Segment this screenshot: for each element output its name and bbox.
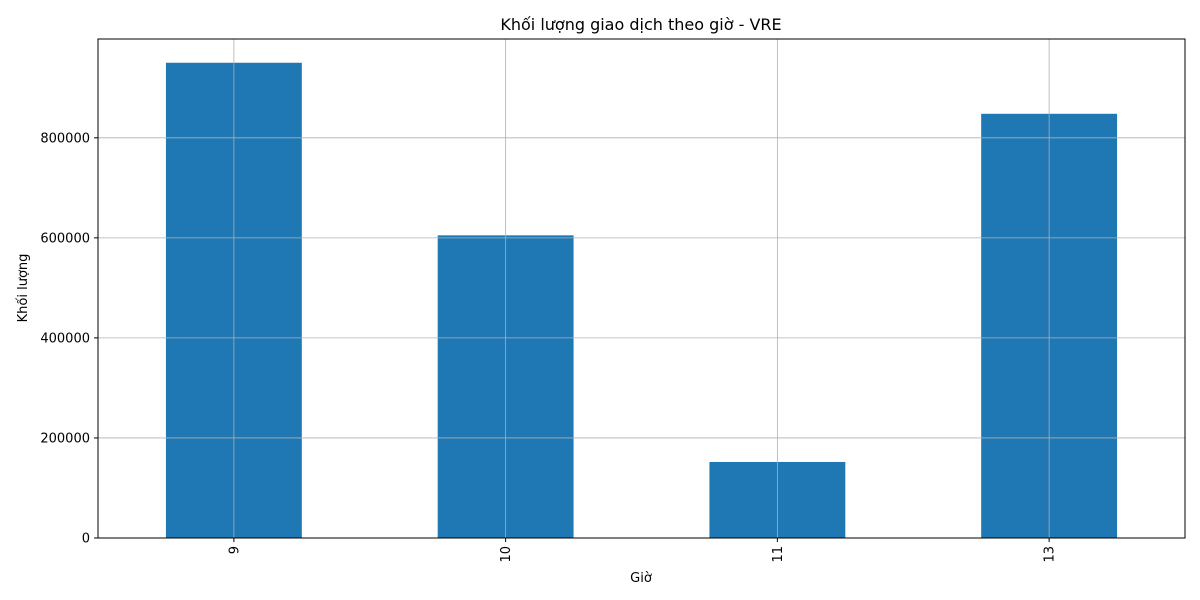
x-tick-label: 13 — [1043, 546, 1058, 563]
x-axis-label: Giờ — [630, 571, 652, 586]
plot-frame — [97, 38, 1186, 539]
x-tick-label: 10 — [499, 546, 514, 563]
y-axis-label: Khối lượng — [16, 254, 31, 323]
y-tick-label: 600000 — [40, 231, 90, 246]
chart-title: Khối lượng giao dịch theo giờ - VRE — [500, 15, 781, 34]
x-axis-ticks: 9 10 11 13 — [227, 538, 1058, 563]
y-tick-label: 400000 — [40, 331, 90, 346]
bars — [165, 62, 1118, 539]
x-tick-label: 9 — [227, 546, 242, 554]
y-axis-ticks: 0 200000 400000 600000 800000 — [40, 131, 98, 547]
y-tick-label: 0 — [82, 532, 90, 547]
x-tick-label: 11 — [771, 546, 786, 563]
x-gridlines — [233, 39, 1050, 538]
y-tick-label: 800000 — [40, 131, 90, 146]
y-tick-label: 200000 — [40, 431, 90, 446]
